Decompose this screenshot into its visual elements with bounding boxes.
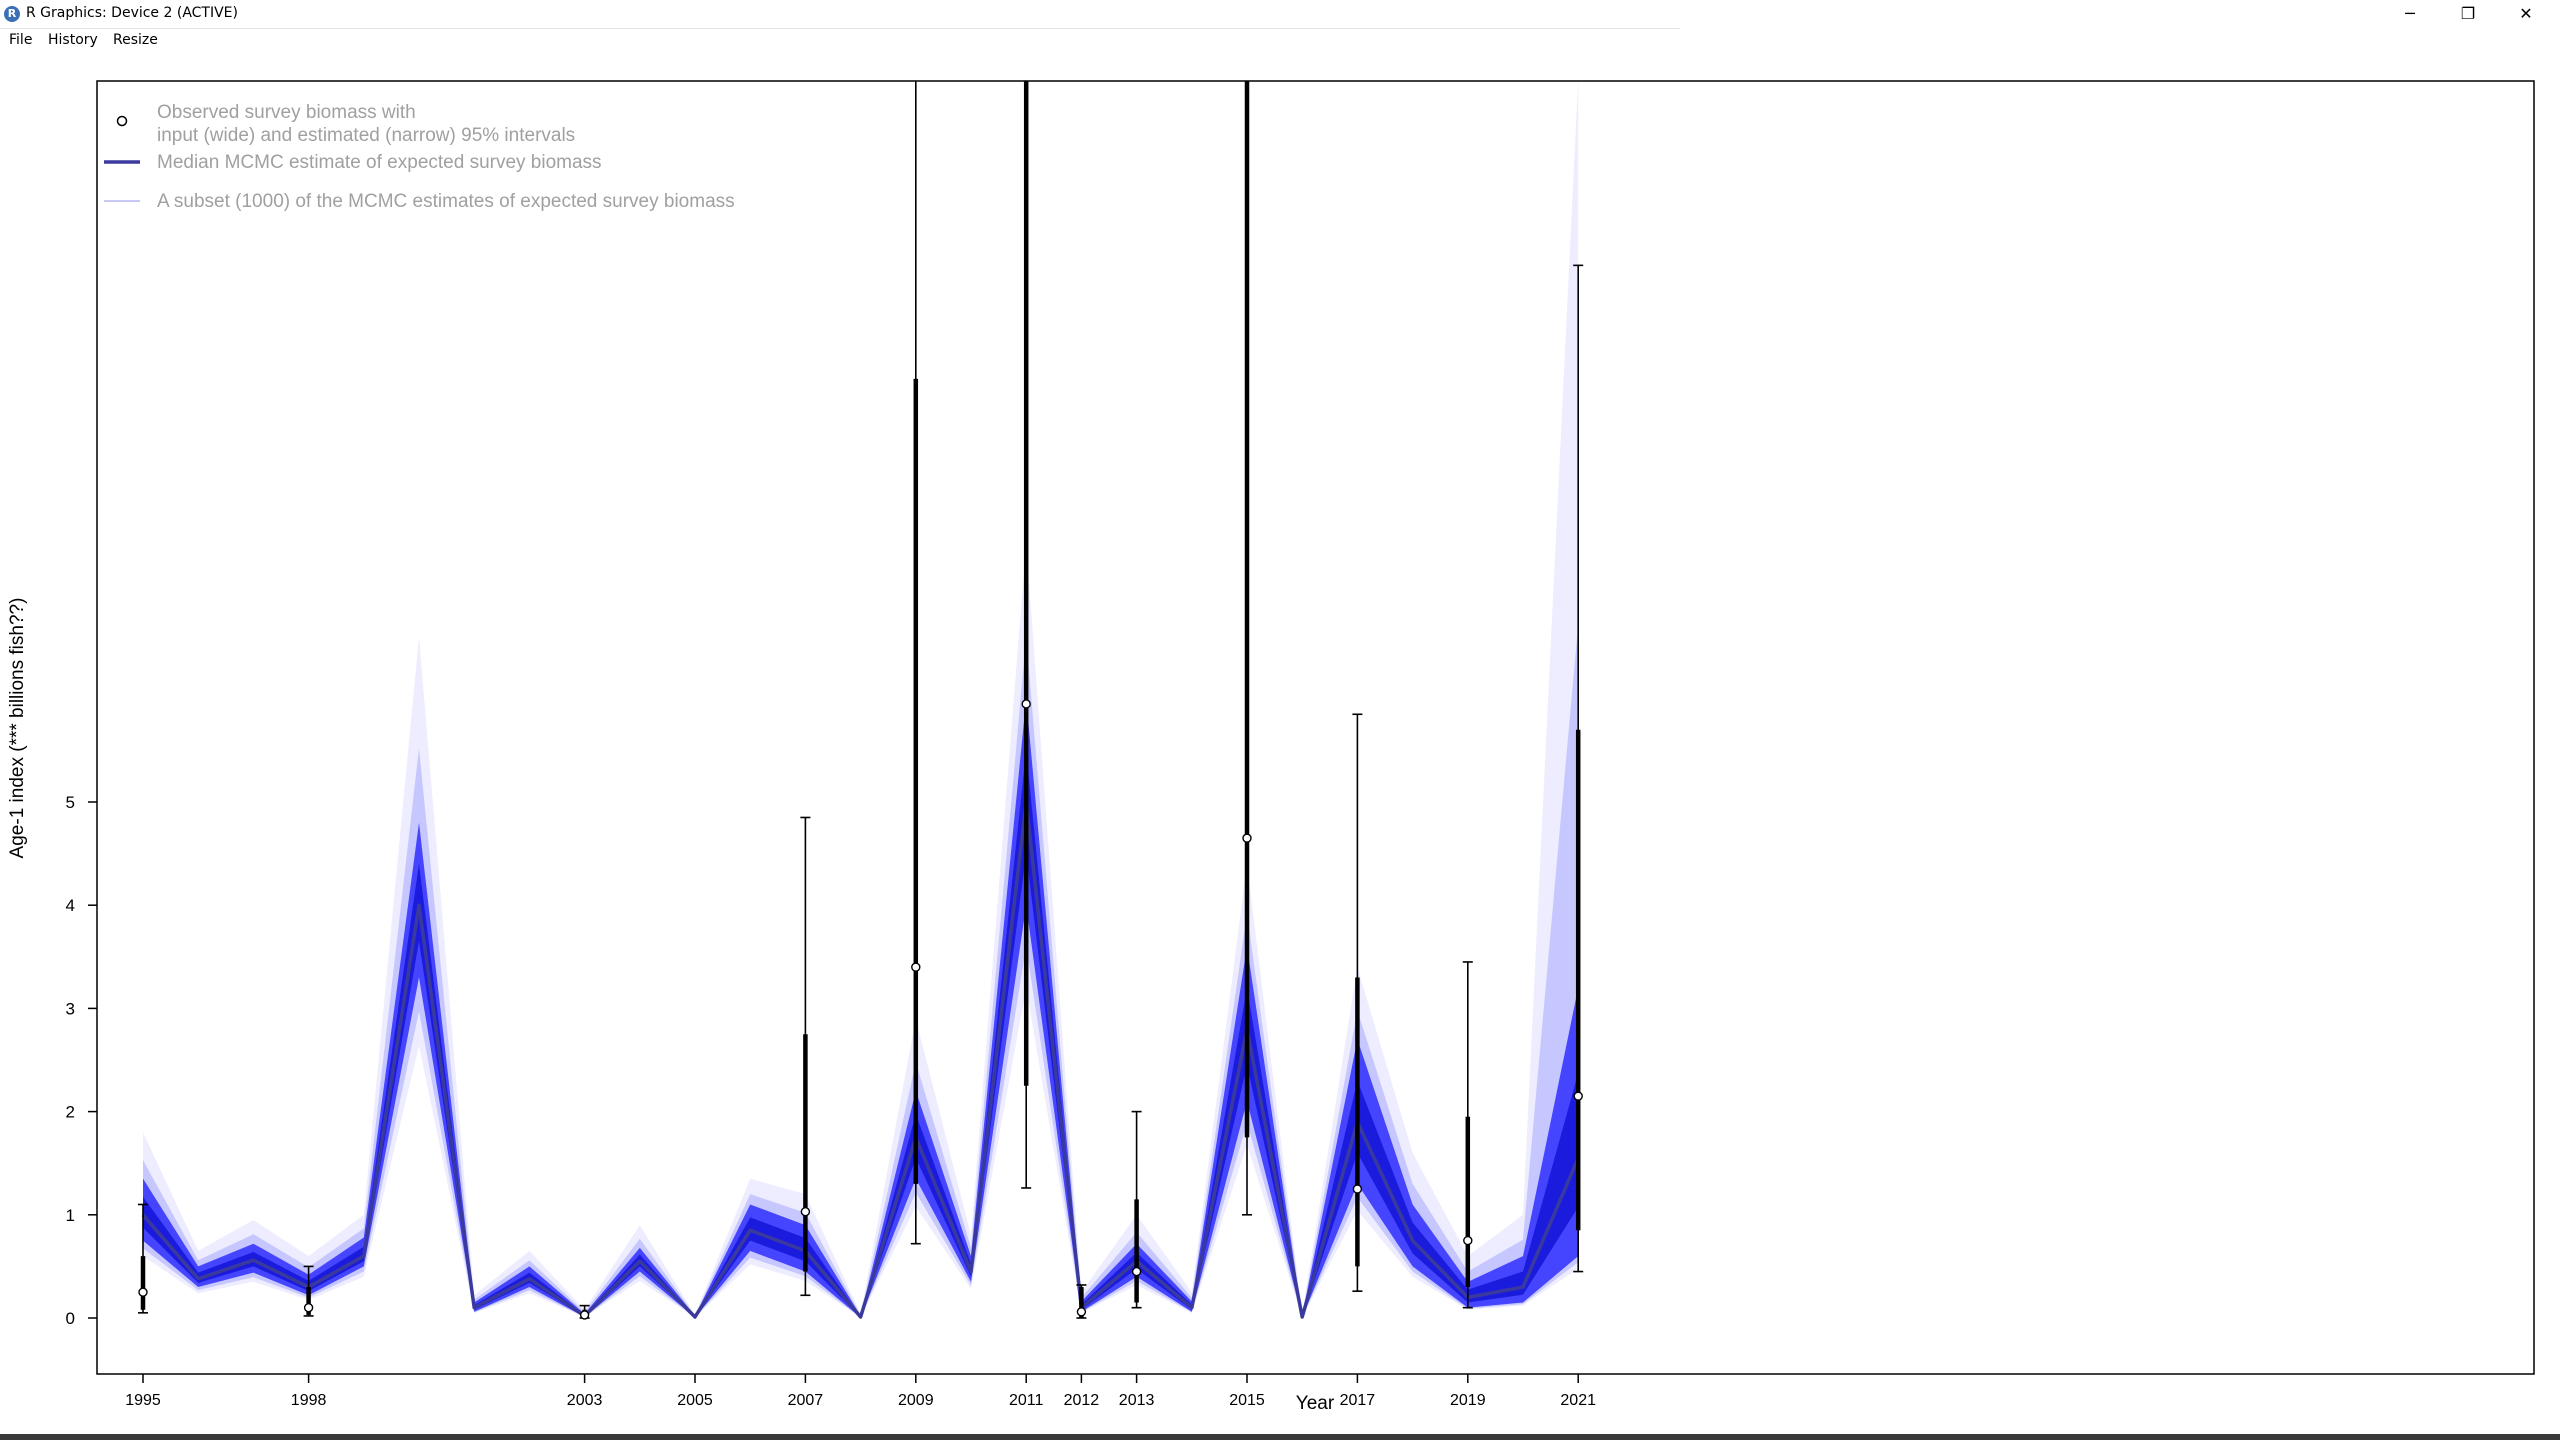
observed-point: [1076, 1307, 1087, 1317]
observed-point: [800, 1207, 811, 1217]
menu-bar: File History Resize: [0, 29, 2560, 53]
menu-history[interactable]: History: [48, 32, 98, 48]
x-tick-label: 2019: [1450, 1392, 1486, 1409]
axes-group: 0 1 2 3 4 5 1995 1998 2003 2005 2007 2009 2011 2012 20…: [7, 598, 1596, 1414]
x-tick-label: 2021: [1560, 1392, 1596, 1409]
y-tick-label: 5: [66, 793, 75, 812]
x-tick-label: 2013: [1119, 1392, 1155, 1409]
x-tick-label: 2017: [1340, 1392, 1376, 1409]
legend-observed-label-line: input (wide) and estimated (narrow) 95% …: [157, 125, 575, 146]
plot-canvas: 0 1 2 3 4 5 1995 1998 2003 2005 2007 2009 2011 2012 20…: [7, 80, 2535, 1414]
y-tick-label: 0: [66, 1309, 75, 1328]
observed-point: [138, 1287, 148, 1297]
close-icon[interactable]: ✕: [2519, 4, 2533, 23]
x-tick-label: 2011: [1009, 1392, 1044, 1409]
x-tick-label: 1995: [125, 1392, 161, 1409]
x-tick-label: 1998: [291, 1392, 327, 1409]
observed-point: [1131, 1266, 1142, 1277]
median-line: [141, 800, 1580, 1319]
legend-subset-label: A subset (1000) of the MCMC estimates of…: [157, 191, 735, 212]
observed-point: [303, 1302, 314, 1313]
x-tick-label: 2009: [898, 1392, 934, 1409]
observed-point: [1242, 833, 1252, 843]
title-bar: R R Graphics: Device 2 (ACTIVE) ─ ❐ ✕: [0, 0, 2560, 28]
x-tick-label: 2012: [1064, 1392, 1100, 1409]
observed-point: [1463, 1235, 1473, 1246]
y-tick-label: 4: [66, 896, 75, 915]
legend-observed-symbol: [116, 115, 128, 127]
x-tick-label: 2005: [677, 1392, 713, 1409]
y-axis-title: Age-1 index (*** billions fish??): [7, 598, 28, 859]
y-tick-label: 1: [66, 1206, 75, 1225]
legend-median-label: Median MCMC estimate of expected survey …: [157, 152, 602, 173]
minimize-icon[interactable]: ─: [2405, 4, 2415, 23]
x-tick-label: 2003: [567, 1392, 603, 1409]
title-divider: [0, 28, 1680, 29]
window-bottom-border: [0, 1434, 2560, 1440]
menu-file[interactable]: File: [9, 32, 33, 48]
y-tick-label: 2: [66, 1103, 75, 1122]
x-axis-title: Year: [1296, 1393, 1335, 1414]
observed-point: [1573, 1091, 1583, 1101]
observed-point: [1021, 699, 1031, 709]
legend: Observed survey biomass with input (wide)…: [104, 102, 735, 212]
r-logo-icon: R: [4, 6, 20, 22]
legend-observed-label: Observed survey biomass with input (wide)…: [157, 102, 575, 146]
legend-observed-label-line: Observed survey biomass with: [157, 102, 416, 123]
window-title: R Graphics: Device 2 (ACTIVE): [26, 5, 238, 21]
y-tick-label: 3: [66, 999, 75, 1018]
observed-point: [911, 962, 921, 972]
plot-frame: [96, 80, 2535, 1375]
menu-resize[interactable]: Resize: [113, 32, 158, 48]
maximize-icon[interactable]: ❐: [2460, 4, 2476, 23]
observed-point: [1352, 1184, 1363, 1194]
x-tick-label: 2007: [788, 1392, 824, 1409]
median-line-group: [141, 800, 1580, 1319]
x-tick-label: 2015: [1229, 1392, 1265, 1409]
observed-group: [138, 81, 1584, 1320]
observed-point: [579, 1310, 590, 1320]
